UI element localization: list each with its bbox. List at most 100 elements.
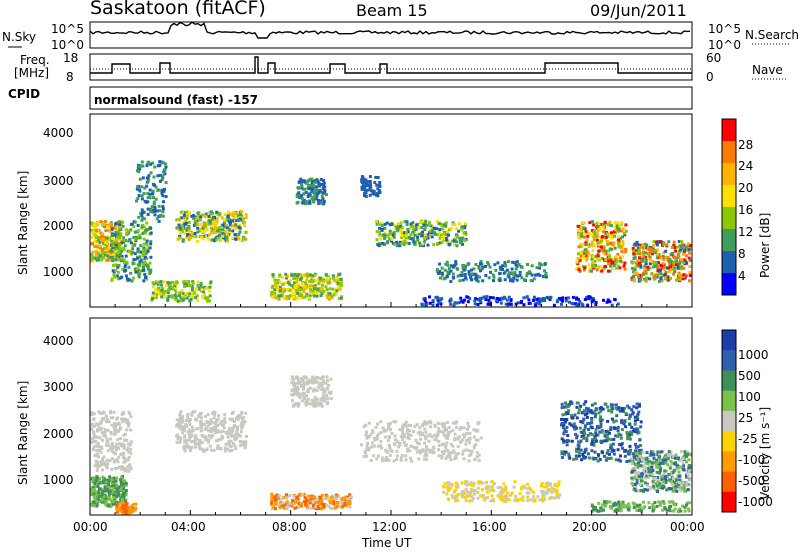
velocity-cell bbox=[220, 419, 224, 423]
power-cell bbox=[538, 262, 542, 266]
velocity-cell bbox=[115, 503, 119, 507]
velocity-cell bbox=[127, 469, 131, 473]
power-cell bbox=[363, 192, 367, 196]
power-cell bbox=[575, 260, 579, 264]
velocity-cell bbox=[275, 493, 279, 497]
velocity-cell bbox=[313, 378, 317, 382]
velocity-cell bbox=[318, 502, 322, 505]
power-cell bbox=[181, 238, 185, 242]
power-cell bbox=[207, 223, 210, 227]
power-cell bbox=[365, 188, 369, 192]
velocity-cell bbox=[385, 459, 389, 462]
power-cell bbox=[164, 181, 168, 184]
velocity-cell bbox=[241, 424, 245, 428]
velocity-cell bbox=[275, 497, 279, 501]
velocity-cell bbox=[400, 453, 404, 457]
power-cell bbox=[152, 202, 156, 206]
power-cell bbox=[150, 298, 154, 302]
velocity-cell bbox=[476, 490, 480, 494]
power-cell bbox=[588, 243, 592, 247]
velocity-cell bbox=[186, 414, 190, 418]
power-cell bbox=[431, 227, 435, 231]
velocity-cell bbox=[472, 444, 476, 448]
power-cell bbox=[118, 247, 122, 250]
power-cell bbox=[300, 197, 304, 200]
power-cell bbox=[106, 254, 110, 258]
velocity-cell bbox=[399, 435, 403, 439]
velocity-cell bbox=[423, 427, 427, 431]
power-cell bbox=[182, 296, 186, 300]
velocity-cell bbox=[500, 493, 504, 497]
velocity-cell bbox=[467, 449, 471, 453]
power-cell bbox=[482, 295, 486, 299]
power-cell bbox=[160, 188, 164, 192]
power-cell bbox=[161, 170, 165, 174]
power-cell bbox=[140, 185, 144, 189]
velocity-cell bbox=[327, 504, 331, 508]
power-cell bbox=[144, 229, 148, 233]
velocity-cell bbox=[503, 494, 507, 498]
velocity-cell bbox=[526, 487, 530, 491]
power-cell bbox=[616, 253, 620, 256]
power-cell bbox=[163, 289, 167, 293]
velocity-cell bbox=[302, 385, 306, 389]
power-cell bbox=[459, 296, 463, 300]
velocity-cell bbox=[453, 432, 457, 436]
velocity-cell bbox=[293, 391, 296, 395]
velocity-cell bbox=[109, 411, 113, 415]
power-cell bbox=[150, 295, 154, 299]
power-cell bbox=[548, 297, 552, 301]
velocity-cell bbox=[119, 488, 123, 492]
velocity-cell bbox=[272, 505, 276, 509]
power-cell bbox=[308, 290, 312, 294]
power-cell bbox=[98, 240, 102, 244]
power-cell bbox=[122, 238, 126, 242]
power-cell bbox=[143, 272, 147, 276]
power-cell bbox=[173, 293, 177, 297]
power-cell bbox=[324, 273, 328, 277]
velocity-cell bbox=[553, 482, 557, 486]
power-cell bbox=[662, 257, 666, 261]
velocity-cell bbox=[636, 415, 639, 419]
power-cell bbox=[392, 235, 396, 239]
power-cell bbox=[276, 281, 280, 285]
power-cell bbox=[407, 242, 411, 245]
velocity-cell bbox=[328, 499, 332, 503]
power-cell bbox=[684, 260, 688, 264]
power-cell bbox=[191, 296, 195, 300]
power-cell bbox=[136, 247, 140, 251]
power-cell bbox=[592, 235, 596, 239]
power-cell bbox=[606, 234, 610, 238]
power-cell bbox=[613, 298, 617, 302]
freq-label-line1: Freq. bbox=[20, 53, 50, 67]
power-cell bbox=[241, 239, 245, 243]
velocity-cell bbox=[288, 502, 292, 505]
velocity-cell bbox=[377, 432, 381, 436]
velocity-cell bbox=[284, 493, 288, 497]
power-cell bbox=[173, 284, 177, 288]
velocity-cell bbox=[602, 439, 606, 443]
velocity-cell bbox=[532, 490, 535, 494]
velocity-cell bbox=[637, 460, 640, 464]
velocity-cell bbox=[119, 426, 123, 430]
velocity-cell bbox=[540, 484, 543, 488]
power-cell bbox=[465, 295, 469, 299]
power-cell bbox=[222, 236, 226, 240]
power-cell bbox=[190, 214, 194, 218]
power-cell bbox=[579, 226, 583, 229]
velocity-cell bbox=[128, 465, 132, 469]
power-cell bbox=[606, 239, 609, 243]
velocity-cell bbox=[114, 448, 118, 452]
power-cell bbox=[300, 186, 304, 190]
velocity-cell bbox=[413, 424, 417, 428]
power-cell bbox=[333, 279, 336, 283]
velocity-cell bbox=[106, 449, 110, 453]
velocity-cell bbox=[92, 445, 96, 449]
velocity-cell bbox=[575, 449, 579, 453]
velocity-cell bbox=[451, 496, 455, 500]
power-cell bbox=[276, 297, 280, 300]
power-cell bbox=[536, 301, 540, 305]
power-cell bbox=[135, 199, 138, 203]
velocity-cell bbox=[122, 417, 126, 421]
